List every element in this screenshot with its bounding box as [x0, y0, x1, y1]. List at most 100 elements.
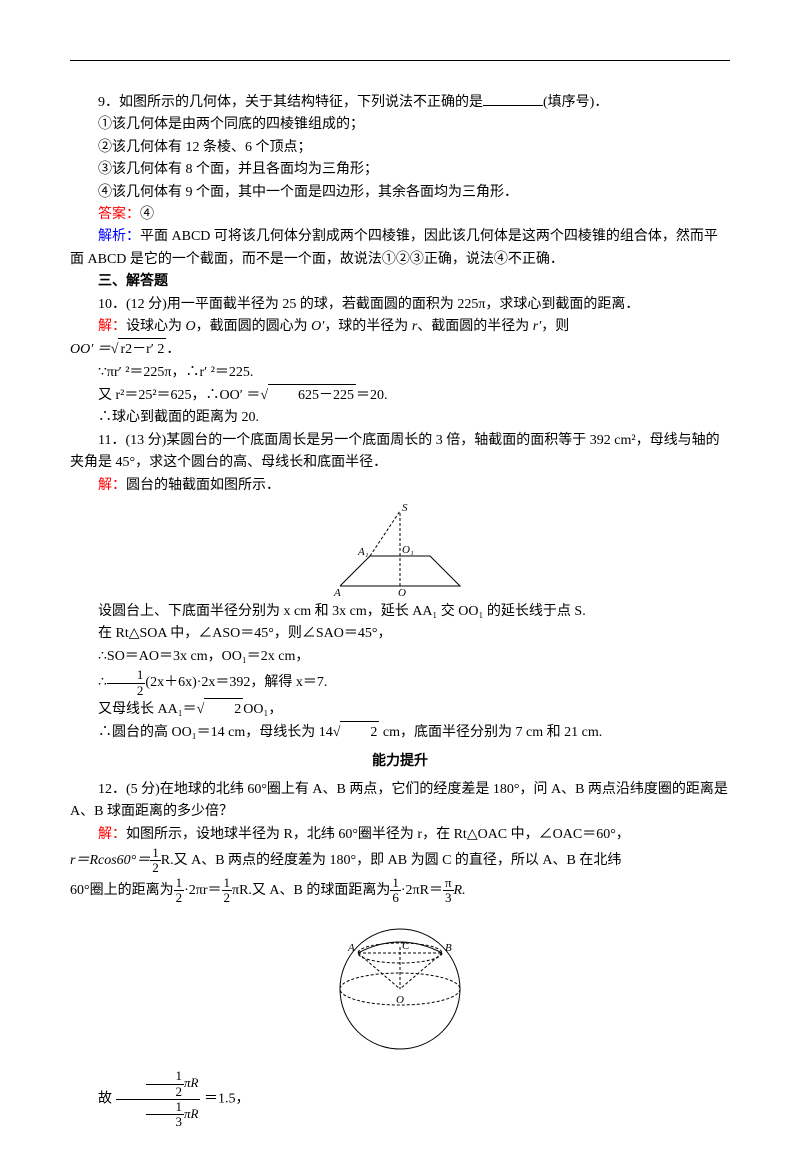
q9-opt4: ④该几何体有 9 个面，其中一个面是四边形，其余各面均为三角形．: [70, 182, 730, 204]
final-eq: ＝1.5，: [204, 1092, 250, 1107]
sol-label: 解：: [98, 827, 126, 842]
q10-stem: 10．(12 分)用一平面截半径为 25 的球，若截面圆的面积为 225π，求球…: [70, 294, 730, 316]
sqrt-sign: √: [333, 725, 341, 740]
section-3-heading: 三、解答题: [70, 271, 730, 293]
q11-diagram: S A₁ O₁ A O: [310, 501, 490, 597]
top-rule: [70, 60, 730, 61]
t: 圆台的轴截面如图所示．: [126, 478, 280, 493]
q9-opt1: ①该几何体是由两个同底的四棱锥组成的；: [70, 114, 730, 136]
q9-opt2: ②该几何体有 12 条棱、6 个顶点；: [70, 137, 730, 159]
page: 9．如图所示的几何体，关于其结构特征，下列说法不正确的是 (填序号)． ①该几何体…: [0, 0, 800, 1170]
t: ∴圆台的高 OO₁＝14 cm，母线长为 14: [98, 725, 333, 740]
frac-half: 12: [107, 668, 146, 698]
d: 3: [146, 1115, 185, 1129]
q11-line3: 在 Rt△SOA 中，∠ASO＝45°，则∠SAO＝45°，: [70, 623, 730, 645]
sol-label: 解：: [98, 478, 126, 493]
t: 又 r²＝25²＝625，∴OO′ ＝: [98, 388, 260, 403]
d: 2: [150, 861, 161, 875]
t: 60°圈上的距离为: [70, 883, 174, 898]
q9-tail: (填序号)．: [543, 95, 608, 110]
t: R.又 A、B 两点的经度差为 180°，即 AB 为圆 C 的直径，所以 A、…: [161, 853, 622, 868]
frac: π3: [443, 876, 454, 906]
q9-blank: [483, 91, 543, 106]
d: 2: [146, 1085, 185, 1099]
lbl-O: O: [398, 587, 406, 597]
n: 1: [107, 668, 146, 683]
t: 设球心为: [126, 319, 186, 334]
lbl-A: A: [347, 942, 355, 954]
q11-line1: 解：圆台的轴截面如图所示．: [70, 475, 730, 497]
sol-label: 解：: [98, 319, 126, 334]
sqrt-body: 2: [340, 721, 379, 744]
answer-label: 答案：: [98, 207, 140, 222]
t: πR: [184, 1075, 198, 1090]
q12-diagram: A B C O: [320, 909, 480, 1059]
n: 1: [222, 876, 233, 891]
q12-line2: r＝Rcos60°＝12R.又 A、B 两点的经度差为 180°，即 AB 为圆…: [70, 846, 730, 876]
lbl-O: O: [396, 994, 404, 1006]
d: 3: [443, 891, 454, 905]
big-num: 12πR: [116, 1069, 201, 1100]
t: 如图所示，设地球半径为 R，北纬 60°圈半径为 r，在 Rt△OAC 中，∠O…: [126, 827, 630, 842]
sqrt-sign: √: [260, 388, 268, 403]
frac: 12: [174, 876, 185, 906]
t: πR.又 A、B 的球面距离为: [232, 883, 390, 898]
inner-frac-bot: 13: [146, 1100, 185, 1130]
q10-line5: ∴球心到截面的距离为 20.: [70, 407, 730, 429]
q12-final: 故 12πR 13πR ＝1.5，: [70, 1069, 730, 1129]
inner-frac-top: 12: [146, 1069, 185, 1099]
q12-line3: 60°圈上的距离为12·2πr＝12πR.又 A、B 的球面距离为16·2πR＝…: [70, 876, 730, 906]
q9-opt3: ③该几何体有 8 个面，并且各面均为三角形；: [70, 159, 730, 181]
t: r′: [533, 319, 542, 334]
t: r＝Rcos60°＝: [70, 853, 150, 868]
t: OO₁，: [243, 702, 282, 717]
sqrt-sign: √: [197, 702, 205, 717]
t: ．: [166, 342, 180, 357]
q11-stem: 11．(13 分)某圆台的一个底面周长是另一个底面周长的 3 倍，轴截面的面积等…: [70, 430, 730, 475]
d: 2: [107, 684, 146, 698]
t: (2x＋6x)·2x＝392，解得 x＝7.: [145, 675, 327, 690]
n: 1: [146, 1069, 185, 1084]
t: O: [186, 319, 196, 334]
q9-analysis: 解析：平面 ABCD 可将该几何体分割成两个四棱锥，因此该几何体是这两个四棱锥的…: [70, 226, 730, 271]
q10-line1: 解：设球心为 O，截面圆的圆心为 O′，球的半径为 r、截面圆的半径为 r′，则: [70, 316, 730, 338]
n: 1: [390, 876, 401, 891]
t: 又母线长 AA₁＝: [98, 702, 197, 717]
t: ·2πR＝: [401, 883, 443, 898]
lbl-A1: A₁: [357, 546, 369, 558]
q11-line5: ∴12(2x＋6x)·2x＝392，解得 x＝7.: [70, 668, 730, 698]
q9-answer-val: ④: [140, 207, 154, 222]
t: O′: [311, 319, 324, 334]
labels: S A₁ O₁ A O: [333, 502, 414, 597]
q9-ana-text: 平面 ABCD 可将该几何体分割成两个四棱锥，因此该几何体是这两个四棱锥的组合体…: [70, 229, 718, 266]
ability-heading: 能力提升: [70, 751, 730, 773]
d: 6: [390, 891, 401, 905]
frac: 12: [222, 876, 233, 906]
t: ，截面圆的圆心为: [196, 319, 312, 334]
t: ∴: [98, 675, 107, 690]
q11-line6: 又母线长 AA₁＝√2OO₁，: [70, 698, 730, 721]
analysis-label: 解析：: [98, 229, 140, 244]
d: 2: [174, 891, 185, 905]
q12-stem: 12．(5 分)在地球的北纬 60°圈上有 A、B 两点，它们的经度差是 180…: [70, 779, 730, 824]
big-den: 13πR: [116, 1100, 201, 1130]
q10-line3: ∵πr′ ²＝225π，∴r′ ²＝225.: [70, 362, 730, 384]
frac: 16: [390, 876, 401, 906]
frac: 12: [150, 846, 161, 876]
lbl-C: C: [402, 940, 410, 952]
n: 1: [146, 1100, 185, 1115]
q11-line2: 设圆台上、下底面半径分别为 x cm 和 3x cm，延长 AA₁ 交 OO₁ …: [70, 601, 730, 623]
q9-stem-text: 9．如图所示的几何体，关于其结构特征，下列说法不正确的是: [98, 95, 483, 110]
t: OO′ ＝: [70, 342, 111, 357]
slant-line: [370, 511, 400, 556]
q11-line7: ∴圆台的高 OO₁＝14 cm，母线长为 14√2 cm，底面半径分别为 7 c…: [70, 721, 730, 744]
n: π: [443, 876, 454, 891]
t: ，则: [541, 319, 569, 334]
t: ·2πr＝: [184, 883, 221, 898]
big-frac: 12πR 13πR: [116, 1069, 201, 1129]
sqrt-body: 2: [204, 698, 243, 721]
q10-line4: 又 r²＝25²＝625，∴OO′ ＝√625－225＝20.: [70, 384, 730, 407]
final-prefix: 故: [98, 1092, 112, 1107]
sqrt-body: r2－r′ 2: [118, 338, 166, 361]
t: ，球的半径为: [324, 319, 412, 334]
